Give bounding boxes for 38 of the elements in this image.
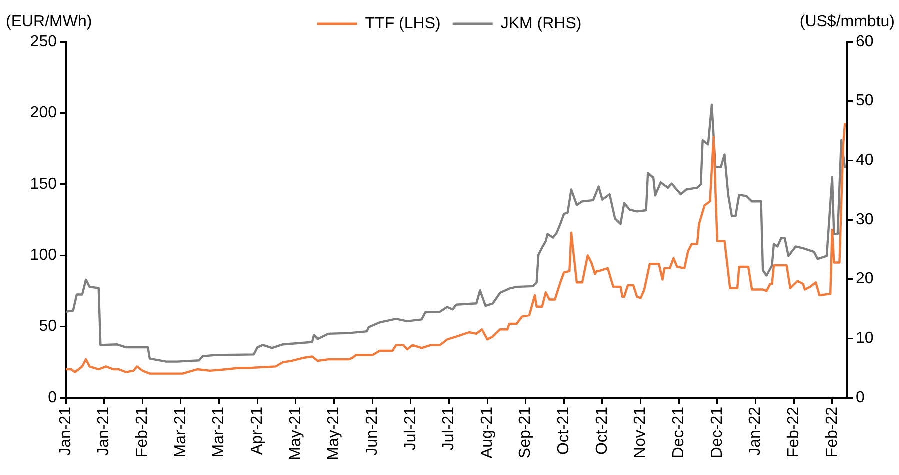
x-tick-label: Jan-22: [747, 406, 764, 456]
x-tick-label: Oct-21: [594, 406, 611, 456]
y2-tick-label: 50: [856, 92, 874, 110]
x-tick-label: Mar-21: [172, 406, 190, 458]
x-tick-label: Jan-21: [96, 406, 113, 456]
x-tick-label: Feb-21: [134, 406, 152, 458]
y-tick-label: 50: [39, 318, 58, 336]
y2-tick-label: 30: [856, 211, 874, 228]
x-tick-label: Feb-22: [785, 406, 802, 458]
y-tick-label: 0: [48, 389, 58, 406]
x-tick-label: Dec-21: [708, 406, 726, 459]
y2-tick-label: 40: [856, 152, 874, 170]
y-tick-label: 100: [30, 247, 58, 264]
x-tick-label: Aug-21: [478, 406, 496, 459]
x-tick-label: Jan-21: [57, 406, 74, 456]
x-tick-label: May-21: [326, 406, 343, 460]
x-tick-label: Dec-21: [670, 406, 688, 459]
y-tick-label: 250: [30, 33, 58, 50]
x-tick-label: Apr-21: [249, 406, 266, 456]
legend-label: JKM (RHS): [500, 15, 582, 32]
y2-tick-label: 10: [856, 330, 874, 348]
y2-axis-title: (US$/mmbtu): [800, 13, 895, 30]
x-tick-label: Nov-21: [632, 406, 650, 459]
y-tick-label: 150: [30, 176, 58, 193]
x-tick-label: Feb-22: [824, 406, 841, 458]
x-tick-label: Jun-21: [364, 406, 381, 456]
y2-tick-label: 60: [856, 33, 874, 50]
x-tick-label: Oct-21: [556, 406, 573, 456]
x-tick-label: May-21: [287, 406, 304, 460]
y2-tick-label: 20: [856, 270, 874, 288]
y-axis-title: (EUR/MWh): [6, 13, 92, 30]
y-tick-label: 200: [30, 104, 58, 122]
x-tick-label: Sep-21: [517, 406, 534, 459]
x-tick-label: Mar-21: [210, 406, 228, 458]
y2-tick-label: 0: [856, 389, 865, 406]
x-tick-label: Jul-21: [440, 406, 458, 451]
legend-label: TTF (LHS): [365, 15, 441, 32]
x-tick-label: Jul-21: [402, 406, 420, 451]
